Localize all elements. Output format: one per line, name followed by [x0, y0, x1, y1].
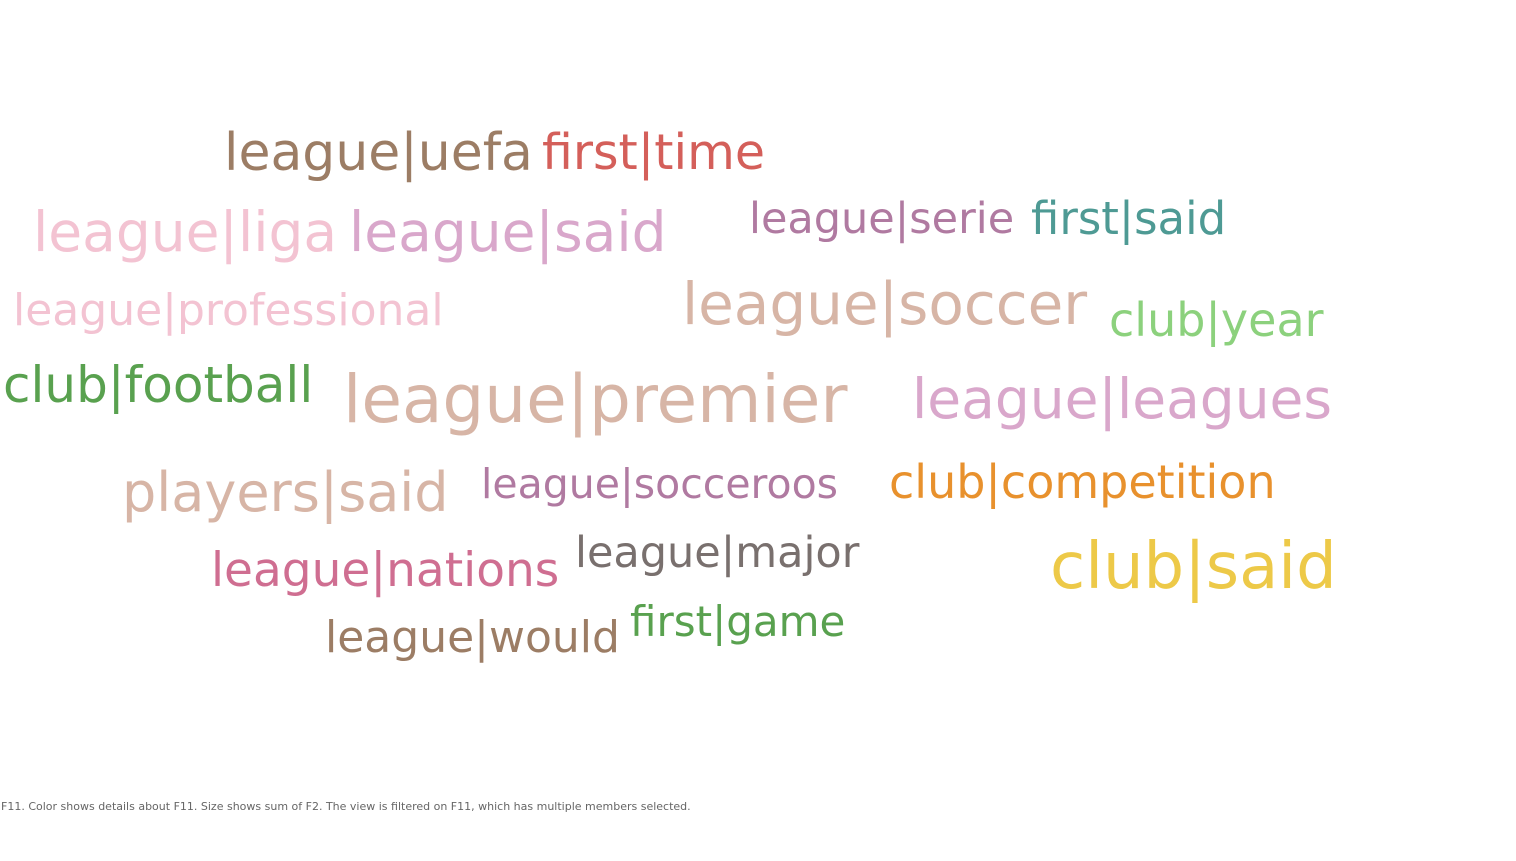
word-mark: league|uefa: [224, 123, 533, 183]
word-mark: league|professional: [13, 285, 444, 336]
word-mark: first|time: [542, 124, 765, 181]
word-mark: league|premier: [343, 361, 848, 438]
word-mark: league|nations: [211, 543, 560, 598]
word-mark: league|would: [325, 612, 620, 663]
word-mark: league|soccer: [682, 270, 1088, 338]
word-mark: league|liga: [33, 200, 338, 264]
word-mark: league|serie: [749, 194, 1015, 244]
word-mark: first|said: [1031, 192, 1227, 245]
word-mark: club|competition: [889, 455, 1276, 509]
word-mark: club|year: [1109, 293, 1324, 347]
word-mark: league|leagues: [912, 367, 1333, 431]
chart-caption: F11. Color shows details about F11. Size…: [1, 800, 691, 813]
word-mark: first|game: [630, 597, 846, 646]
word-mark: league|major: [575, 528, 860, 578]
word-mark: players|said: [122, 461, 449, 524]
word-mark: league|said: [349, 200, 667, 264]
word-mark: club|said: [1050, 530, 1337, 604]
word-mark: league|socceroos: [481, 460, 839, 508]
word-mark: club|football: [3, 356, 314, 414]
